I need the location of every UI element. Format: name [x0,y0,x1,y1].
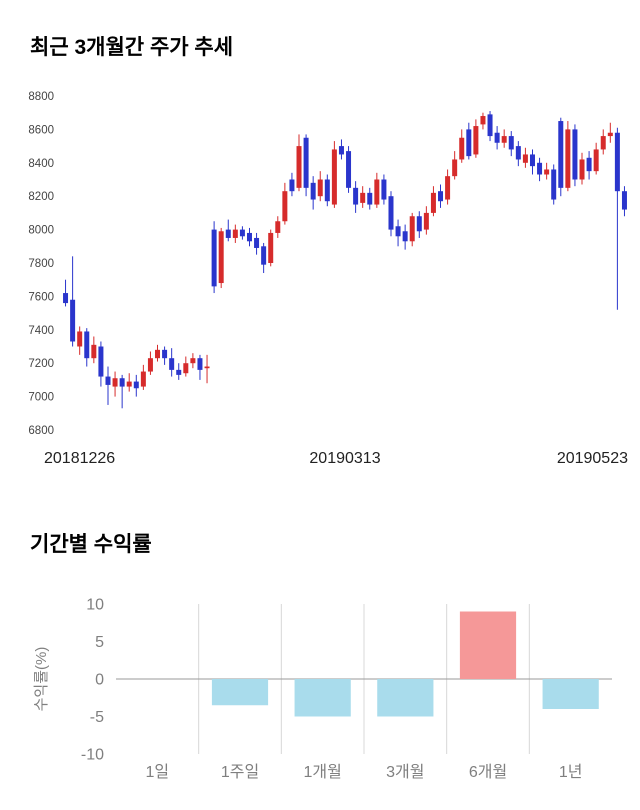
svg-text:8000: 8000 [28,225,54,237]
price-candlestick-chart: 8800 8600 8400 8200 8000 7800 7600 7400 7200 7000… [28,91,628,467]
svg-text:8200: 8200 [28,191,54,203]
svg-text:8400: 8400 [28,158,54,170]
svg-text:20181226: 20181226 [44,450,115,467]
svg-text:1년: 1년 [559,763,583,781]
svg-text:5: 5 [95,634,104,651]
svg-text:-10: -10 [81,747,104,764]
svg-text:7600: 7600 [28,291,54,303]
svg-text:7800: 7800 [28,258,54,270]
svg-text:8600: 8600 [28,124,54,136]
svg-text:6800: 6800 [28,425,54,437]
svg-text:10: 10 [86,597,104,614]
svg-text:1개월: 1개월 [303,763,341,781]
svg-text:7400: 7400 [28,325,54,337]
svg-text:20190523: 20190523 [557,450,628,467]
svg-text:6개월: 6개월 [469,763,507,781]
price-chart-title: 최근 3개월간 주가 추세 [30,36,234,59]
svg-text:1일: 1일 [146,763,170,781]
svg-text:0: 0 [95,672,104,689]
svg-text:1주일: 1주일 [221,763,259,781]
svg-text:7200: 7200 [28,358,54,370]
svg-text:-5: -5 [90,709,104,726]
svg-text:8800: 8800 [28,91,54,103]
returns-chart-title: 기간별 수익률 [30,533,152,556]
svg-text:20190313: 20190313 [309,450,380,467]
svg-text:7000: 7000 [28,392,54,404]
returns-bar-chart: 10 5 0 -5 -10 1일 1주일 1개월 3개월 6개월 1년 [81,597,612,781]
svg-text:3개월: 3개월 [386,763,424,781]
